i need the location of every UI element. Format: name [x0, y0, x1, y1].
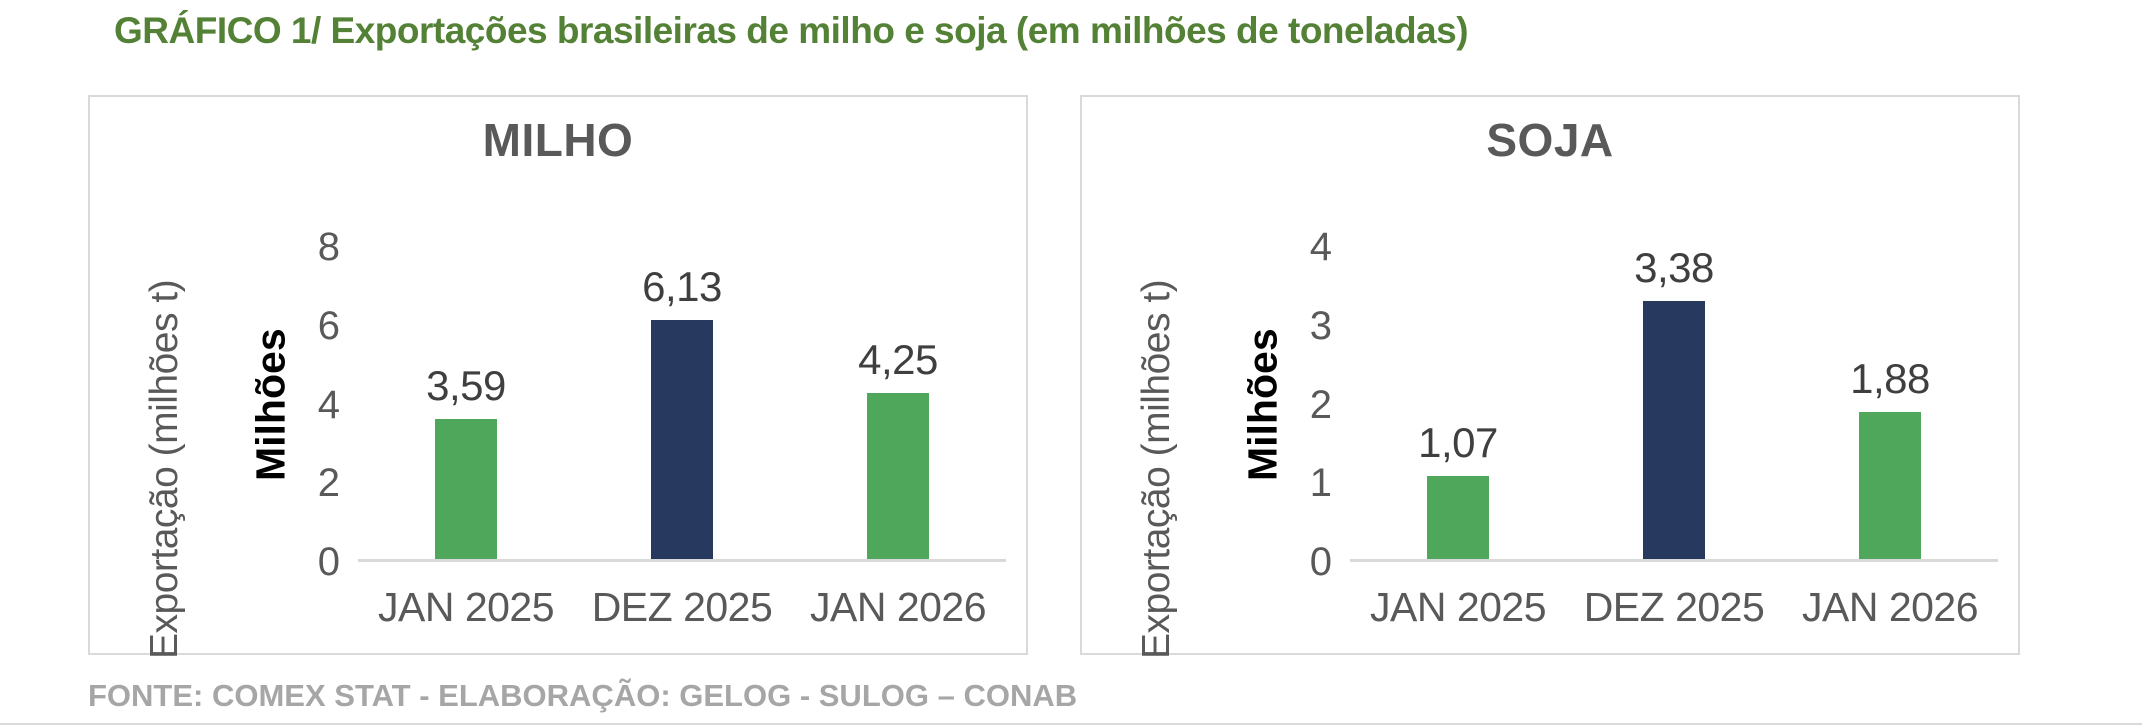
page-bottom-divider [0, 723, 2142, 725]
bar-group: 3,59 [358, 247, 574, 559]
y-tick-label: 4 [317, 382, 340, 427]
bar-value-label: 3,38 [1634, 244, 1714, 291]
y-tick-label: 0 [1309, 540, 1332, 584]
y-tick-label: 4 [1309, 225, 1332, 269]
y-tick-label: 2 [1309, 382, 1332, 427]
bar-value-label: 1,88 [1850, 355, 1930, 403]
bar-group: 6,13 [574, 247, 790, 559]
bar-group: 1,88 [1782, 247, 1998, 559]
x-axis-label: JAN 2026 [1801, 584, 1979, 630]
bar-value-label: 1,07 [1418, 418, 1498, 466]
bar [651, 319, 713, 559]
bar-value-label: 4,25 [858, 336, 938, 384]
y-axis-label: Exportação (milhões t) [1135, 279, 1178, 659]
y-tick-label: 0 [317, 540, 340, 584]
page-title: GRÁFICO 1/ Exportações brasileiras de mi… [114, 10, 1469, 51]
chart-title: MILHO [482, 114, 634, 166]
y-axis-ticks: 0 2 4 6 8 [268, 227, 340, 582]
y-axis-ticks: 0 1 2 3 4 [1260, 227, 1332, 582]
y-tick-label: 1 [1309, 461, 1332, 506]
bar [435, 419, 497, 559]
bar-group: 3,38 [1566, 247, 1782, 559]
x-axis-label: JAN 2026 [809, 584, 987, 630]
bar [867, 393, 929, 559]
x-axis-label: JAN 2025 [1369, 584, 1547, 630]
plot-area: 3,59 6,13 4,25 [358, 247, 1006, 562]
y-axis-label: Exportação (milhões t) [143, 279, 186, 659]
x-axis-label: DEZ 2025 [591, 584, 773, 630]
bar [1427, 475, 1489, 559]
x-axis-labels: JAN 2025 DEZ 2025 JAN 2026 [358, 583, 1006, 632]
plot-area: 1,07 3,38 1,88 [1350, 247, 1998, 562]
x-axis-label: DEZ 2025 [1583, 584, 1765, 630]
y-tick-label: 2 [317, 461, 340, 506]
x-axis-labels: JAN 2025 DEZ 2025 JAN 2026 [1350, 583, 1998, 632]
x-axis-label: JAN 2025 [377, 584, 555, 630]
bar-group: 1,07 [1350, 247, 1566, 559]
bar-group: 4,25 [790, 247, 1006, 559]
bar [1859, 412, 1921, 559]
bar [1643, 301, 1705, 559]
chart-title: SOJA [1486, 114, 1614, 166]
source-note: FONTE: COMEX STAT - ELABORAÇÃO: GELOG - … [88, 678, 1078, 713]
y-tick-label: 6 [317, 303, 340, 348]
bar-value-label: 3,59 [426, 362, 506, 409]
y-tick-label: 3 [1309, 303, 1332, 348]
bar-value-label: 6,13 [642, 262, 722, 310]
y-tick-label: 8 [317, 225, 340, 269]
